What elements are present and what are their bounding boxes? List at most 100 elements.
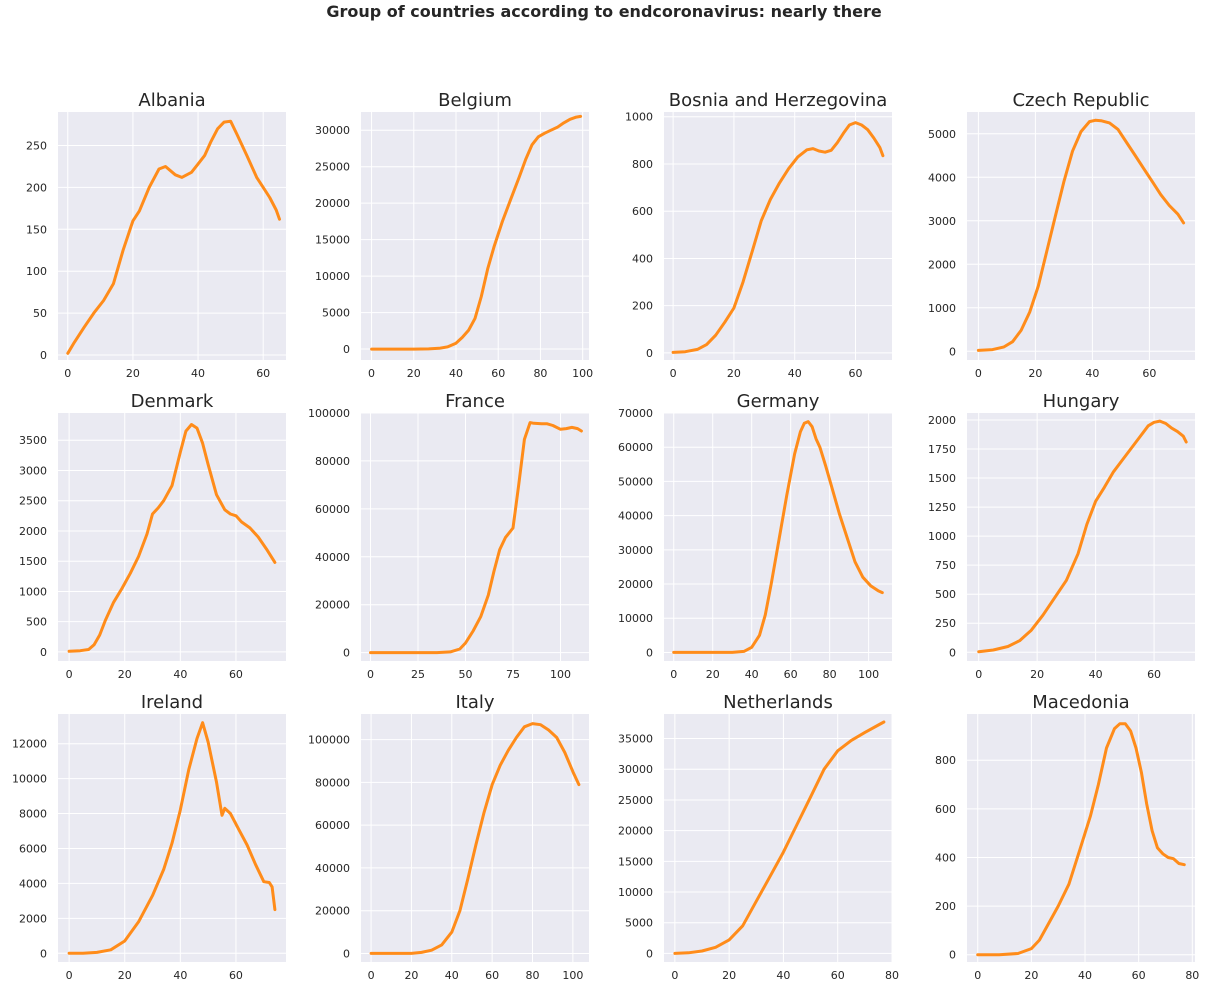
x-tick-label: 20 [126, 367, 140, 380]
x-tick-label: 50 [459, 668, 473, 681]
x-tick-label: 40 [449, 367, 463, 380]
y-tick-label: 10000 [315, 270, 350, 283]
y-tick-label: 1500 [928, 472, 956, 485]
plot-area [664, 112, 892, 360]
y-tick-label: 40000 [315, 862, 350, 875]
y-tick-label: 25000 [315, 161, 350, 174]
plot-area [58, 413, 286, 661]
plot-area [967, 112, 1195, 360]
x-tick-label: 0 [670, 367, 677, 380]
plot-area [967, 413, 1195, 661]
y-tick-label: 2000 [19, 912, 47, 925]
x-tick-label: 40 [1085, 367, 1099, 380]
x-tick-label: 0 [975, 367, 982, 380]
x-tick-label: 60 [1147, 668, 1161, 681]
x-tick-label: 0 [66, 969, 73, 982]
y-tick-label: 20000 [315, 197, 350, 210]
x-tick-label: 20 [1024, 969, 1038, 982]
y-tick-label: 2500 [19, 495, 47, 508]
chart-title: Bosnia and Herzegovina [669, 90, 888, 111]
y-tick-label: 35000 [618, 733, 653, 746]
chart-panel: 0 20 40 60 80 100 0 20000 40000 60000 80000 100000 I… [308, 692, 589, 982]
y-tick-label: 2000 [928, 258, 956, 271]
x-tick-label: 20 [727, 367, 741, 380]
x-tick-label: 20 [1028, 367, 1042, 380]
x-tick-label: 80 [533, 367, 547, 380]
x-tick-label: 0 [671, 969, 678, 982]
y-tick-label: 0 [646, 947, 653, 960]
plot-area [361, 112, 589, 360]
y-tick-label: 12000 [12, 738, 47, 751]
y-tick-label: 0 [40, 947, 47, 960]
y-tick-label: 0 [646, 646, 653, 659]
series-line [976, 722, 1186, 957]
y-tick-label: 0 [949, 345, 956, 358]
y-tick-label: 5000 [625, 917, 653, 930]
y-tick-label: 0 [646, 347, 653, 360]
y-tick-label: 20000 [618, 578, 653, 591]
y-tick-label: 800 [935, 754, 956, 767]
x-tick-label: 40 [1078, 969, 1092, 982]
y-tick-label: 10000 [618, 612, 653, 625]
x-tick-label: 20 [407, 367, 421, 380]
x-tick-label: 100 [562, 969, 583, 982]
y-tick-label: 100000 [308, 734, 350, 747]
chart-title: Netherlands [723, 692, 833, 713]
y-tick-label: 1000 [625, 111, 653, 124]
x-tick-label: 0 [368, 969, 375, 982]
x-tick-label: 75 [506, 668, 520, 681]
x-tick-label: 60 [256, 367, 270, 380]
x-tick-label: 0 [368, 367, 375, 380]
chart-panel: 0 20 40 60 80 100 0 5000 10000 15000 20000 25000 300… [315, 90, 593, 380]
y-tick-label: 4000 [19, 877, 47, 890]
y-tick-label: 15000 [618, 855, 653, 868]
chart-title: Albania [138, 90, 205, 111]
series-line [370, 114, 583, 351]
chart-title: Czech Republic [1012, 90, 1149, 111]
x-tick-label: 20 [722, 969, 736, 982]
series-line [977, 419, 1188, 654]
x-tick-label: 20 [404, 969, 418, 982]
y-tick-label: 750 [935, 559, 956, 572]
chart-title: Denmark [131, 391, 214, 412]
y-tick-label: 10000 [12, 773, 47, 786]
y-tick-label: 200 [935, 900, 956, 913]
y-tick-label: 1750 [928, 443, 956, 456]
y-tick-label: 500 [26, 616, 47, 629]
x-tick-label: 40 [745, 668, 759, 681]
x-tick-label: 60 [229, 668, 243, 681]
y-tick-label: 6000 [19, 842, 47, 855]
chart-panel: 0 20 40 60 0 1000 2000 3000 4000 5000 Czech Republ… [928, 90, 1195, 380]
y-tick-label: 20000 [618, 825, 653, 838]
y-tick-label: 40000 [315, 551, 350, 564]
y-tick-label: 5000 [322, 307, 350, 320]
figure-title: Group of countries according to endcoron… [326, 2, 882, 21]
chart-panel: 0 20 40 60 0 2000 4000 6000 8000 10000 12000 Irelan… [12, 692, 286, 982]
series-line [369, 421, 583, 655]
y-tick-label: 2000 [928, 414, 956, 427]
x-tick-label: 0 [367, 668, 374, 681]
series-line [673, 720, 886, 955]
y-tick-label: 400 [632, 252, 653, 265]
y-tick-label: 30000 [618, 763, 653, 776]
y-tick-label: 600 [935, 803, 956, 816]
chart-panel: 0 20 40 60 0 50 100 150 200 250 Albania [26, 90, 286, 380]
x-tick-label: 0 [66, 668, 73, 681]
x-tick-label: 20 [1030, 668, 1044, 681]
x-tick-label: 80 [526, 969, 540, 982]
y-tick-label: 0 [343, 947, 350, 960]
chart-panel: 0 20 40 60 80 0 5000 10000 15000 20000 25000 30000 3… [618, 692, 899, 982]
y-tick-label: 50000 [618, 475, 653, 488]
chart-panel: 0 20 40 60 0 500 1000 1500 2000 2500 3000 3500 Denma… [19, 391, 286, 681]
y-tick-label: 0 [343, 647, 350, 660]
x-tick-label: 0 [64, 367, 71, 380]
y-tick-label: 3000 [928, 215, 956, 228]
chart-title: Belgium [438, 90, 512, 111]
chart-panel: 0 20 40 60 80 100 0 10000 20000 30000 40000 50000 60… [618, 391, 892, 681]
x-tick-label: 60 [485, 969, 499, 982]
y-tick-label: 15000 [315, 234, 350, 247]
x-tick-label: 80 [1185, 969, 1199, 982]
plot-area [58, 112, 286, 360]
